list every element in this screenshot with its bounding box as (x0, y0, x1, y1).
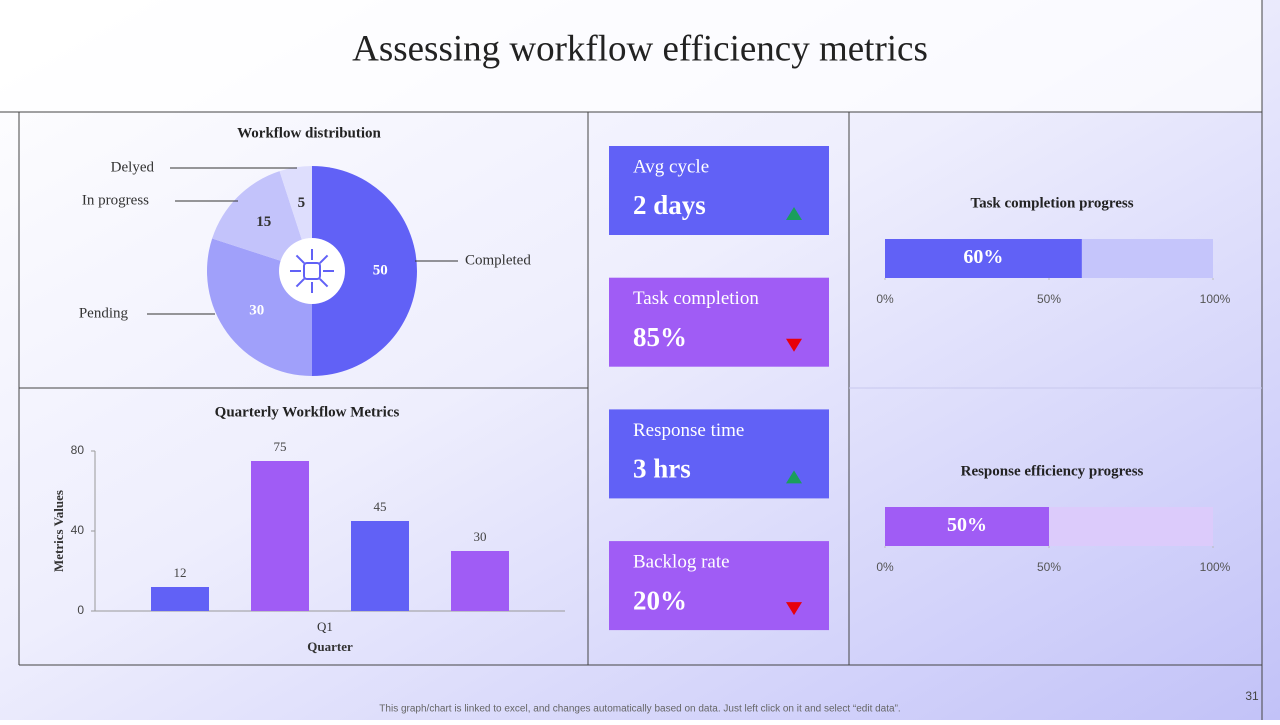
bar-value: 30 (474, 529, 487, 544)
kpi-value: 3 hrs (633, 454, 691, 484)
footnote: This graph/chart is linked to excel, and… (379, 704, 900, 715)
y-tick-label: 0 (77, 603, 84, 617)
kpi-card (609, 541, 829, 631)
trend-up (786, 470, 802, 484)
icon-ray (295, 278, 305, 288)
bar (451, 551, 509, 611)
slice-value: 30 (249, 303, 264, 319)
bar-value: 45 (374, 499, 387, 514)
bar (351, 521, 409, 611)
kpi-value: 85% (633, 322, 687, 352)
y-tick-label: 80 (71, 443, 85, 457)
x-tick-label: 100% (1200, 560, 1231, 574)
kpi-label: Task completion (633, 288, 759, 309)
x-tick-label: 50% (1037, 560, 1061, 574)
x-tick-label: Q1 (317, 619, 333, 634)
x-tick-label: 0% (876, 292, 894, 306)
page-number: 31 (1245, 689, 1259, 703)
progress-label: 60% (963, 246, 1003, 268)
slice-value: 5 (298, 195, 306, 211)
slice-label: Delyed (111, 159, 155, 175)
slice-value: 15 (256, 214, 271, 230)
kpi-label: Backlog rate (633, 551, 730, 572)
progress-fill (885, 507, 1049, 546)
bar (151, 587, 209, 611)
bar-value: 12 (174, 565, 187, 580)
panel-borders (0, 0, 1263, 720)
slice-label: Pending (79, 305, 129, 321)
bar-value: 75 (274, 439, 287, 454)
trend-down (786, 338, 802, 352)
center-icon (290, 249, 334, 293)
kpi-card (609, 277, 829, 367)
pie-slice (312, 166, 417, 376)
progress-fill (885, 239, 1082, 278)
kpi-card (609, 146, 829, 235)
slice-label: In progress (82, 192, 149, 208)
y-tick-label: 40 (71, 523, 85, 537)
icon-ray (319, 278, 329, 288)
chart-title: Workflow distribution (237, 125, 381, 141)
slice-label: Completed (465, 252, 531, 268)
trend-up (786, 207, 802, 220)
x-tick-label: 100% (1200, 292, 1231, 306)
icon-ray (295, 254, 305, 264)
icon-box (303, 262, 321, 280)
header-band (0, 0, 1262, 112)
pie-slice (212, 171, 312, 271)
chart-title: Response efficiency progress (961, 463, 1144, 479)
kpi-card (609, 409, 829, 499)
bar (251, 461, 309, 611)
slice-value: 50 (373, 262, 388, 278)
center-hole (279, 238, 345, 304)
kpi-value: 20% (633, 585, 687, 615)
x-axis-title: Quarter (307, 639, 353, 654)
x-tick-label: 50% (1037, 292, 1061, 306)
trend-down (786, 602, 802, 616)
progress-label: 50% (947, 514, 987, 536)
x-tick-label: 0% (876, 560, 894, 574)
kpi-label: Avg cycle (633, 156, 709, 177)
icon-ray (319, 254, 329, 264)
kpi-label: Response time (633, 420, 744, 441)
chart-title: Quarterly Workflow Metrics (215, 404, 400, 420)
kpi-value: 2 days (633, 190, 706, 220)
chart-title: Task completion progress (970, 195, 1133, 211)
y-axis-title: Metrics Values (51, 490, 66, 572)
slide-title: Assessing workflow efficiency metrics (352, 28, 928, 69)
